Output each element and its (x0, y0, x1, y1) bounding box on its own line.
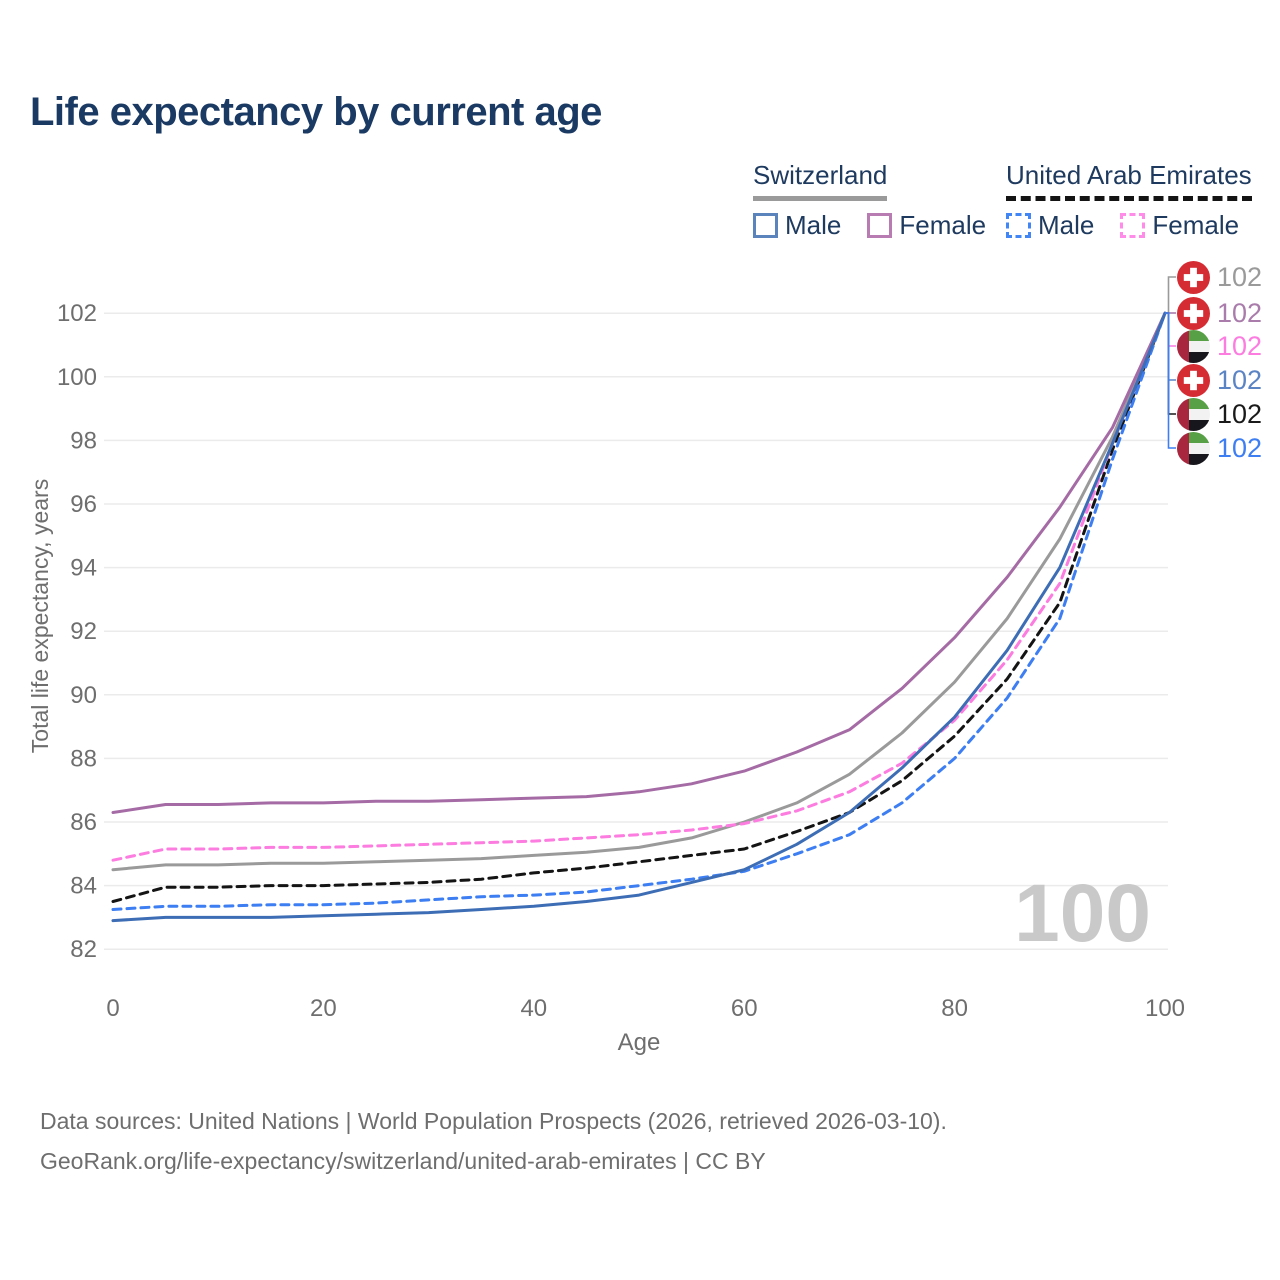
end-label-row-1: 102 (1177, 296, 1262, 330)
uae-flag-icon (1177, 397, 1210, 431)
end-label-row-3: 102 (1177, 363, 1262, 397)
legend-item-uae-female[interactable]: Female (1120, 210, 1239, 241)
y-axis-title: Total life expectancy, years (27, 479, 53, 753)
legend-item-switzerland-female[interactable]: Female (867, 210, 986, 241)
end-label-leader (1165, 312, 1176, 449)
end-label-value: 102 (1217, 364, 1263, 395)
series-line-uae-male (111, 311, 1167, 911)
end-label-leader (1165, 276, 1176, 314)
legend-item-uae-male[interactable]: Male (1006, 210, 1094, 241)
series-line-uae-female (111, 311, 1167, 862)
y-tick-label: 86 (70, 809, 97, 836)
footer-sources: Data sources: United Nations | World Pop… (40, 1108, 947, 1134)
legend-country-switzerland[interactable]: Switzerland (753, 160, 888, 201)
y-tick-label: 90 (70, 682, 97, 709)
footer-attribution: GeoRank.org/life-expectancy/switzerland/… (40, 1148, 766, 1174)
x-axis-title: Age (618, 1029, 661, 1056)
y-tick-label: 84 (70, 873, 97, 900)
switzerland-male-swatch (753, 213, 778, 238)
end-label-value: 102 (1217, 297, 1263, 328)
y-tick-label: 92 (70, 618, 97, 645)
switzerland-female-swatch (867, 213, 893, 238)
y-tick-label: 98 (70, 427, 97, 454)
y-tick-label: 96 (70, 491, 97, 518)
end-label-row-2: 102 (1177, 329, 1262, 363)
end-label-value: 102 (1217, 432, 1263, 463)
x-tick-label: 20 (310, 995, 337, 1022)
uae-male-swatch (1006, 213, 1031, 238)
y-tick-label: 100 (57, 364, 97, 391)
legend-item-label: Female (899, 210, 987, 240)
series-line-switzerland-total (111, 311, 1167, 872)
swiss-flag-icon (1177, 296, 1210, 330)
x-tick-label: 80 (941, 995, 968, 1022)
legend-group-switzerland: Switzerland Male Female (753, 160, 986, 241)
y-tick-label: 82 (70, 936, 97, 963)
x-tick-label: 100 (1145, 995, 1185, 1022)
x-tick-label: 40 (520, 995, 547, 1022)
end-label-value: 102 (1217, 330, 1263, 361)
uae-flag-icon (1177, 329, 1210, 363)
end-label-value: 102 (1217, 398, 1263, 429)
x-tick-label: 0 (106, 995, 119, 1022)
series-line-switzerland-male (111, 311, 1167, 923)
page-title: Life expectancy by current age (30, 90, 602, 134)
series-line-switzerland-female (111, 311, 1167, 814)
legend-item-switzerland-male[interactable]: Male (753, 210, 841, 241)
uae-female-swatch (1120, 213, 1146, 238)
swiss-flag-icon (1177, 260, 1210, 294)
y-tick-label: 102 (57, 300, 97, 327)
end-label-leader (1165, 312, 1176, 415)
age-watermark: 100 (1014, 868, 1151, 959)
legend-item-label: Male (785, 210, 842, 240)
end-label-value: 102 (1217, 261, 1263, 292)
legend-group-uae: United Arab Emirates Male Female (1006, 160, 1252, 241)
end-label-leader (1165, 312, 1176, 347)
swiss-flag-icon (1177, 363, 1210, 397)
legend-item-label: Male (1038, 210, 1095, 240)
end-label-row-0: 102 (1177, 260, 1262, 294)
end-label-row-4: 102 (1177, 397, 1262, 431)
legend-country-uae[interactable]: United Arab Emirates (1006, 160, 1252, 201)
y-tick-label: 94 (70, 555, 97, 582)
x-tick-label: 60 (731, 995, 758, 1022)
series-line-uae-total (111, 311, 1167, 903)
uae-flag-icon (1177, 431, 1210, 465)
y-tick-label: 88 (70, 745, 97, 772)
legend-item-label: Female (1152, 210, 1240, 240)
end-label-row-5: 102 (1177, 431, 1262, 465)
